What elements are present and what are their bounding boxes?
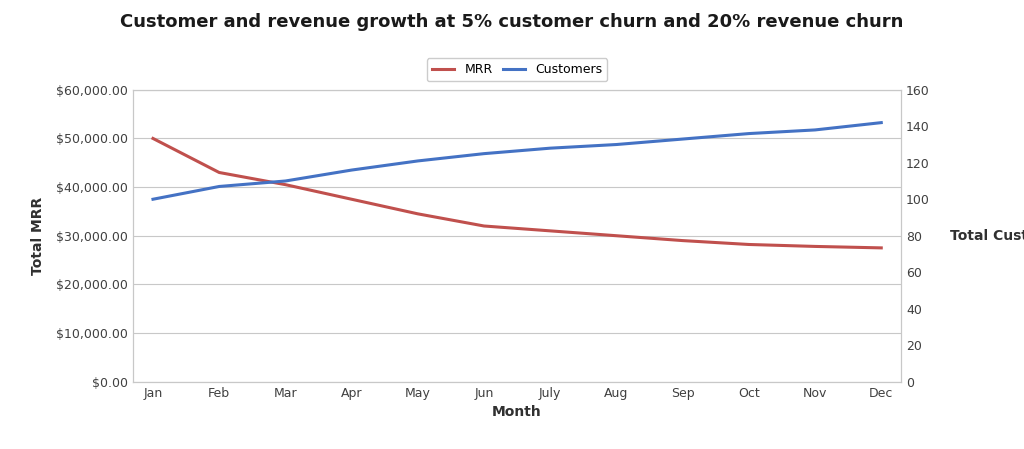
MRR: [876, 245, 888, 251]
MRR: [213, 170, 225, 175]
Text: Customer and revenue growth at 5% customer churn and 20% revenue churn: Customer and revenue growth at 5% custom…: [120, 13, 904, 31]
Customers: [146, 197, 159, 202]
MRR: [345, 197, 357, 202]
Y-axis label: Total MRR: Total MRR: [31, 197, 45, 275]
Customers: [544, 145, 556, 151]
Customers: [876, 120, 888, 125]
MRR: [610, 233, 623, 238]
Customers: [677, 136, 689, 142]
Line: MRR: MRR: [153, 138, 882, 248]
MRR: [478, 223, 490, 229]
Line: Customers: Customers: [153, 123, 882, 199]
Customers: [478, 151, 490, 156]
MRR: [146, 136, 159, 141]
MRR: [412, 211, 424, 216]
Customers: [412, 158, 424, 163]
Customers: [345, 167, 357, 173]
MRR: [280, 182, 292, 187]
Customers: [742, 131, 755, 136]
MRR: [742, 242, 755, 247]
Customers: [610, 142, 623, 147]
MRR: [677, 238, 689, 243]
Customers: [213, 184, 225, 189]
MRR: [544, 228, 556, 233]
Customers: [280, 178, 292, 184]
Y-axis label: Total Customers: Total Customers: [950, 229, 1024, 243]
MRR: [809, 244, 821, 249]
X-axis label: Month: Month: [493, 405, 542, 419]
Legend: MRR, Customers: MRR, Customers: [427, 58, 607, 81]
Customers: [809, 127, 821, 132]
